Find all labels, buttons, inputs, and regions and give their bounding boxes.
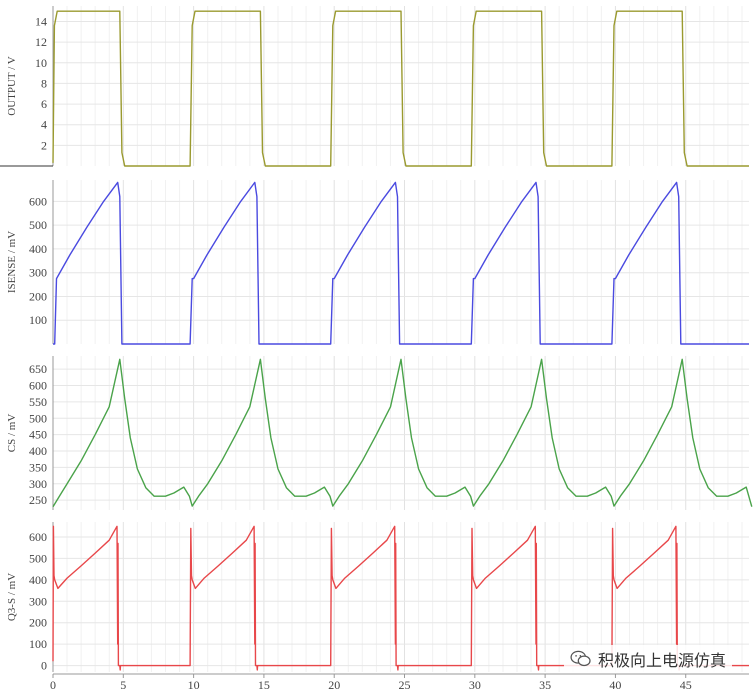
panel-2: 100 200 300 400 500 600 ISENSE / mV	[6, 180, 749, 345]
x-tick-label: 35	[539, 678, 551, 692]
y-tick-label: 200	[29, 616, 47, 630]
y-tick-label: 650	[29, 362, 47, 376]
y-tick-label: 4	[41, 118, 47, 132]
y-tick-label: 6	[41, 97, 47, 111]
y-axis-label: ISENSE / mV	[6, 231, 18, 293]
x-tick-label: 25	[399, 678, 411, 692]
y-tick-label: 400	[29, 573, 47, 587]
watermark: 积极向上电源仿真	[563, 645, 732, 673]
y-tick-label: 600	[29, 194, 47, 208]
y-tick-label: 250	[29, 493, 47, 507]
y-tick-label: 350	[29, 460, 47, 474]
y-tick-label: 400	[29, 444, 47, 458]
y-tick-label: 300	[29, 594, 47, 608]
series-line	[53, 181, 749, 345]
y-tick-label: 500	[29, 551, 47, 565]
y-tick-label: 450	[29, 428, 47, 442]
x-tick-label: 30	[469, 678, 481, 692]
series-line	[52, 358, 753, 508]
y-tick-label: 14	[35, 14, 47, 28]
panel-3: 250 300 350 400 450 500 550 600 650 CS / mV	[6, 356, 753, 510]
x-tick-label: 15	[258, 678, 270, 692]
y-tick-label: 8	[41, 76, 47, 90]
y-tick-label: 200	[29, 289, 47, 303]
y-tick-label: 600	[29, 530, 47, 544]
y-tick-label: 100	[29, 313, 47, 327]
y-tick-label: 400	[29, 242, 47, 256]
series-line	[52, 10, 749, 167]
x-tick-label: 10	[188, 678, 200, 692]
panel-1: 2 4 6 8 10 12 14 OUTPUT / V	[6, 6, 749, 167]
watermark-text: 积极向上电源仿真	[597, 651, 726, 670]
y-axis-label: CS / mV	[6, 414, 18, 453]
y-axis-label: Q3-S / mV	[6, 573, 18, 621]
y-axis-label: OUTPUT / V	[6, 56, 18, 116]
y-tick-label: 10	[35, 56, 47, 70]
y-tick-label: 0	[41, 659, 47, 673]
x-tick-label: 40	[609, 678, 621, 692]
y-tick-label: 300	[29, 266, 47, 280]
y-tick-label: 12	[35, 35, 47, 49]
x-tick-label: 45	[680, 678, 692, 692]
series-line	[52, 525, 749, 671]
x-tick-label: 0	[50, 678, 56, 692]
y-tick-label: 2	[41, 138, 47, 152]
x-tick-label: 20	[328, 678, 340, 692]
y-tick-label: 600	[29, 378, 47, 392]
y-tick-label: 500	[29, 411, 47, 425]
y-tick-label: 100	[29, 637, 47, 651]
wechat-icon	[570, 650, 591, 667]
x-tick-label: 5	[120, 678, 126, 692]
y-tick-label: 550	[29, 395, 47, 409]
y-tick-label: 300	[29, 477, 47, 491]
y-tick-label: 500	[29, 218, 47, 232]
